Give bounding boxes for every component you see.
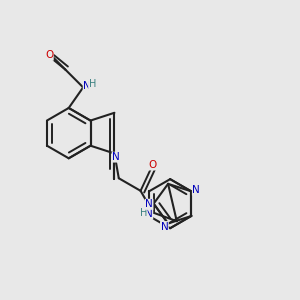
- Text: N: N: [145, 199, 153, 209]
- Text: N: N: [83, 81, 91, 91]
- Text: H: H: [140, 208, 147, 218]
- Text: N: N: [160, 222, 168, 232]
- Text: H: H: [89, 79, 96, 89]
- Text: O: O: [148, 160, 156, 170]
- Text: N: N: [192, 185, 200, 195]
- Text: N: N: [112, 152, 120, 162]
- Text: N: N: [145, 209, 153, 219]
- Text: O: O: [45, 50, 53, 60]
